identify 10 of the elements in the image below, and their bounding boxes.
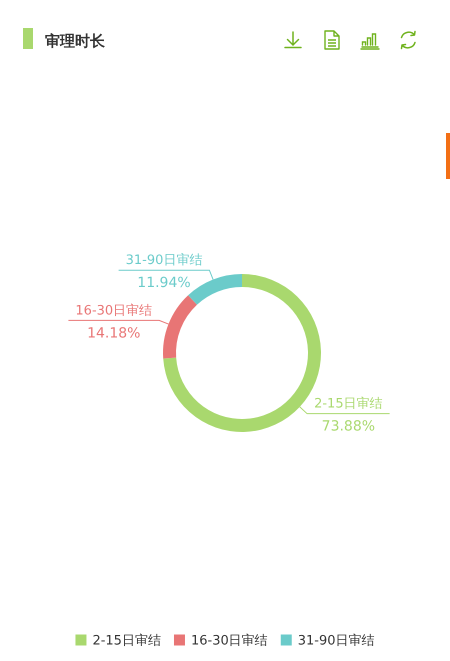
data-label: 14.18% [87, 325, 140, 342]
slice-label: 31-90日审结 [126, 252, 202, 268]
legend-label: 16-30日审结 [190, 632, 268, 648]
chart-title: 审理时长 [45, 32, 106, 50]
data-label: 73.88% [322, 418, 376, 435]
legend-label: 31-90日审结 [298, 632, 375, 648]
slice-label: 16-30日审结 [75, 302, 152, 318]
legend-label: 2-15日审结 [92, 632, 161, 648]
data-label: 11.94% [137, 275, 191, 292]
slice-label: 2-15日审结 [314, 396, 383, 412]
